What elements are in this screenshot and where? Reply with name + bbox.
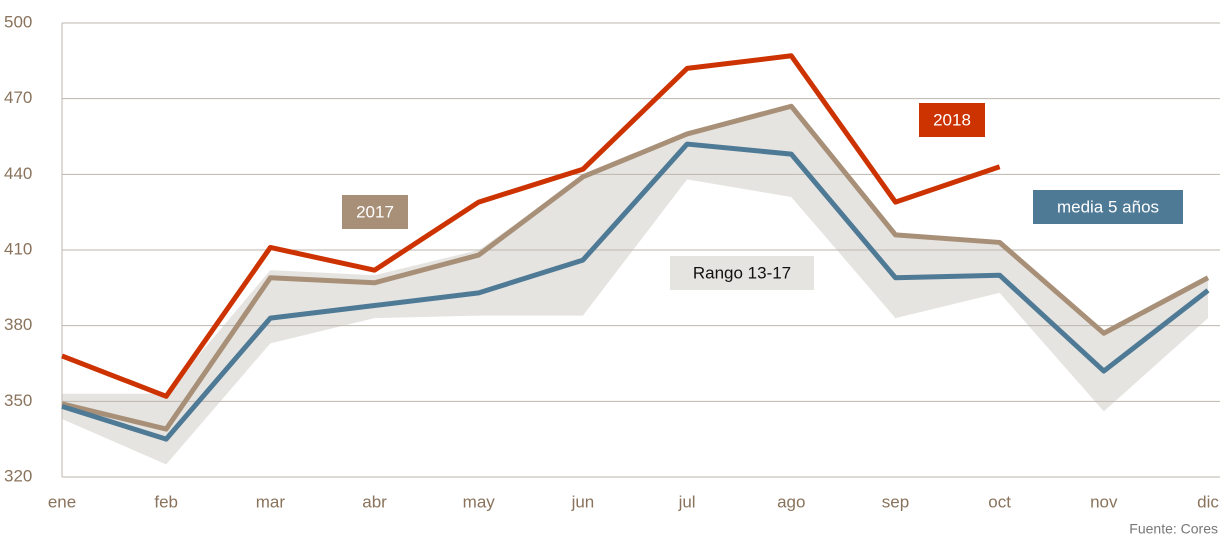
- x-tick-label: jul: [678, 492, 696, 511]
- x-tick-label: mar: [256, 492, 286, 511]
- x-tick-label: feb: [154, 492, 178, 511]
- legend-label: Rango 13-17: [693, 263, 791, 282]
- y-tick-label: 350: [4, 391, 32, 410]
- y-tick-label: 410: [4, 239, 32, 258]
- legend-box: [342, 195, 408, 229]
- y-tick-label: 470: [4, 88, 32, 107]
- legend-label: 2018: [933, 110, 971, 129]
- series-line: [61, 53, 1001, 399]
- x-tick-label: jun: [571, 492, 595, 511]
- series-line: [61, 141, 1210, 442]
- x-tick-label: dic: [1197, 492, 1219, 511]
- x-tick-label: ago: [777, 492, 805, 511]
- y-tick-label: 320: [4, 466, 32, 485]
- legend-box: [670, 256, 814, 290]
- legend-label: media 5 años: [1057, 197, 1159, 216]
- legend-box: [919, 103, 985, 137]
- x-tick-label: abr: [362, 492, 387, 511]
- series-line: [61, 103, 1210, 432]
- x-tick-label: oct: [988, 492, 1011, 511]
- x-tick-label: sep: [882, 492, 909, 511]
- legend-box: [1033, 190, 1183, 224]
- y-tick-label: 500: [4, 12, 32, 31]
- x-tick-label: nov: [1090, 492, 1118, 511]
- source: Fuente: Cores: [1129, 521, 1218, 537]
- x-tick-label: ene: [48, 492, 76, 511]
- y-tick-label: 440: [4, 164, 32, 183]
- y-tick-label: 380: [4, 315, 32, 334]
- legend-label: 2017: [356, 202, 394, 221]
- x-tick-label: may: [463, 492, 496, 511]
- range-band: [62, 106, 1208, 465]
